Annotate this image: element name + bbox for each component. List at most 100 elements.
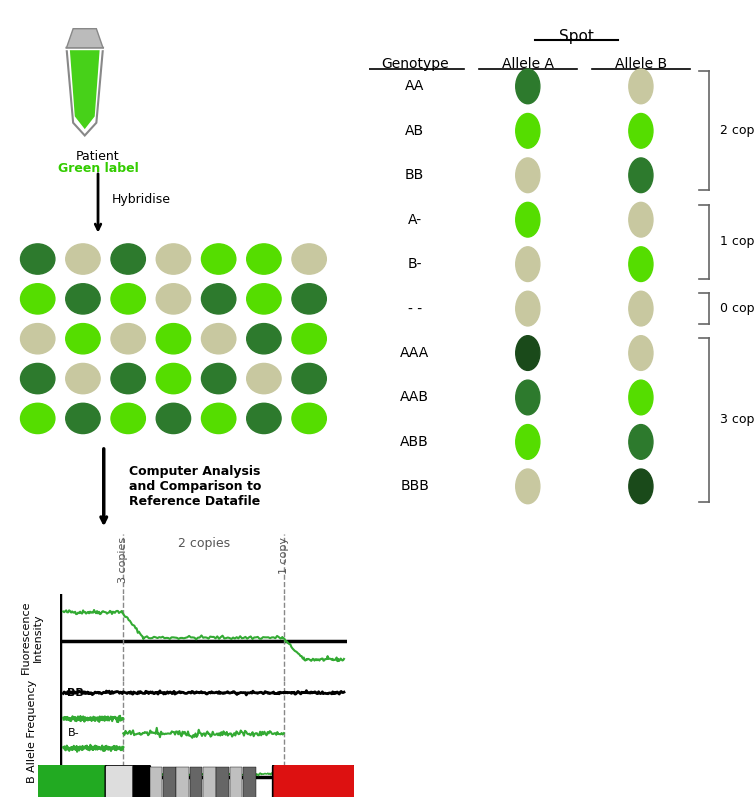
Text: Spot: Spot xyxy=(559,29,594,45)
Circle shape xyxy=(629,158,653,193)
Text: Fluorescence
Intensity: Fluorescence Intensity xyxy=(21,601,42,674)
Circle shape xyxy=(111,244,146,274)
Circle shape xyxy=(629,336,653,371)
FancyBboxPatch shape xyxy=(203,767,216,797)
Text: AB: AB xyxy=(405,124,425,138)
Circle shape xyxy=(516,113,540,148)
Polygon shape xyxy=(66,29,103,48)
Circle shape xyxy=(516,247,540,281)
Circle shape xyxy=(156,324,191,354)
Text: - -: - - xyxy=(408,301,421,316)
Circle shape xyxy=(201,403,236,434)
Circle shape xyxy=(247,403,281,434)
Circle shape xyxy=(292,324,326,354)
Circle shape xyxy=(247,363,281,394)
Circle shape xyxy=(516,469,540,504)
Circle shape xyxy=(156,363,191,394)
Text: Hybridise: Hybridise xyxy=(112,193,170,206)
Circle shape xyxy=(111,363,146,394)
FancyBboxPatch shape xyxy=(133,765,151,797)
Text: 1 copy: 1 copy xyxy=(720,235,754,249)
Text: 1 copy: 1 copy xyxy=(279,537,289,574)
Text: ABB: ABB xyxy=(400,435,429,449)
FancyBboxPatch shape xyxy=(273,764,355,797)
Text: A-: A- xyxy=(408,213,421,226)
Circle shape xyxy=(156,403,191,434)
Circle shape xyxy=(292,403,326,434)
Circle shape xyxy=(66,244,100,274)
Circle shape xyxy=(516,336,540,371)
Text: AAB: AAB xyxy=(400,391,429,405)
Text: 0 copies: 0 copies xyxy=(720,302,754,315)
Circle shape xyxy=(516,425,540,459)
Circle shape xyxy=(66,324,100,354)
Circle shape xyxy=(201,244,236,274)
Text: B Allele Frequency: B Allele Frequency xyxy=(26,680,37,783)
FancyBboxPatch shape xyxy=(163,767,176,797)
Text: 3 copies: 3 copies xyxy=(118,537,128,583)
Text: Allele B: Allele B xyxy=(615,57,667,71)
Text: Genotype: Genotype xyxy=(381,57,449,71)
Circle shape xyxy=(66,363,100,394)
Circle shape xyxy=(111,403,146,434)
Circle shape xyxy=(629,247,653,281)
Text: AAA: AAA xyxy=(400,346,429,360)
Circle shape xyxy=(247,324,281,354)
FancyBboxPatch shape xyxy=(176,767,189,797)
Circle shape xyxy=(516,291,540,326)
Circle shape xyxy=(66,403,100,434)
Circle shape xyxy=(629,291,653,326)
Text: AA: AA xyxy=(405,80,425,93)
Circle shape xyxy=(20,363,55,394)
Circle shape xyxy=(156,244,191,274)
Circle shape xyxy=(629,113,653,148)
Circle shape xyxy=(201,284,236,314)
Text: Patient: Patient xyxy=(76,150,120,163)
Circle shape xyxy=(629,202,653,237)
Text: BBB: BBB xyxy=(400,479,429,493)
FancyBboxPatch shape xyxy=(105,765,135,797)
Circle shape xyxy=(201,324,236,354)
Text: 2 copies: 2 copies xyxy=(177,537,230,550)
Circle shape xyxy=(629,425,653,459)
Text: 3 copies: 3 copies xyxy=(720,413,754,426)
Circle shape xyxy=(292,244,326,274)
Text: Allele A: Allele A xyxy=(502,57,553,71)
Circle shape xyxy=(20,324,55,354)
FancyBboxPatch shape xyxy=(230,767,242,797)
Text: BB: BB xyxy=(405,168,425,183)
Text: - -: - - xyxy=(62,769,72,779)
Circle shape xyxy=(516,380,540,414)
Circle shape xyxy=(629,380,653,414)
Circle shape xyxy=(247,284,281,314)
Circle shape xyxy=(201,363,236,394)
Text: B-: B- xyxy=(68,728,79,738)
Circle shape xyxy=(516,158,540,193)
Polygon shape xyxy=(66,48,103,135)
FancyBboxPatch shape xyxy=(190,767,202,797)
Text: 2 copies: 2 copies xyxy=(720,124,754,137)
FancyBboxPatch shape xyxy=(216,767,229,797)
Circle shape xyxy=(292,363,326,394)
Circle shape xyxy=(629,469,653,504)
Circle shape xyxy=(629,69,653,104)
Circle shape xyxy=(156,284,191,314)
Text: Green label: Green label xyxy=(57,163,139,175)
Circle shape xyxy=(111,284,146,314)
FancyBboxPatch shape xyxy=(150,767,162,797)
Text: Computer Analysis
and Comparison to
Reference Datafile: Computer Analysis and Comparison to Refe… xyxy=(129,465,262,508)
Circle shape xyxy=(66,284,100,314)
Circle shape xyxy=(111,324,146,354)
Polygon shape xyxy=(70,49,100,129)
Circle shape xyxy=(516,202,540,237)
Text: B-: B- xyxy=(407,257,422,271)
Circle shape xyxy=(20,244,55,274)
Circle shape xyxy=(247,244,281,274)
Circle shape xyxy=(20,284,55,314)
Text: BB: BB xyxy=(68,688,84,697)
Circle shape xyxy=(292,284,326,314)
FancyBboxPatch shape xyxy=(37,764,109,797)
FancyBboxPatch shape xyxy=(243,767,256,797)
Circle shape xyxy=(20,403,55,434)
Circle shape xyxy=(516,69,540,104)
